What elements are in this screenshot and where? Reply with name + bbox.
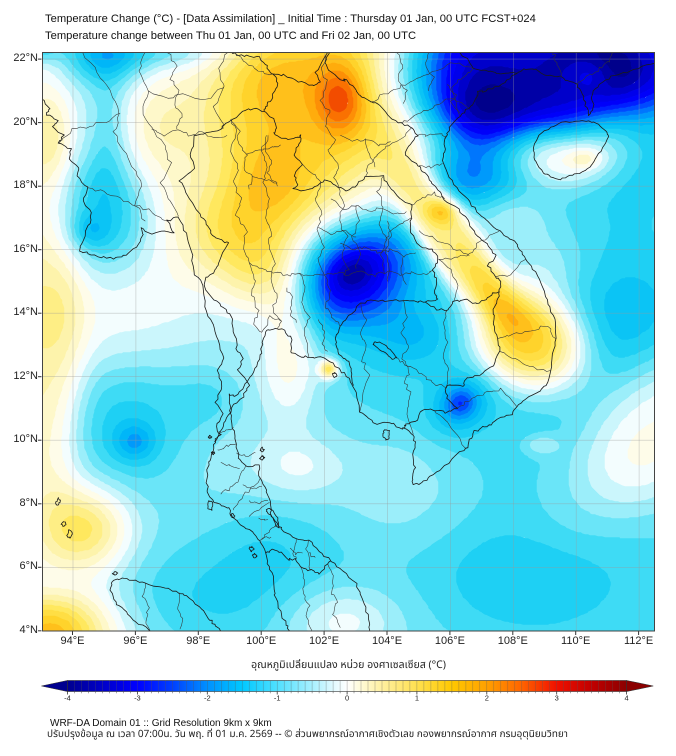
svg-text:-2: -2 <box>204 694 211 703</box>
svg-text:2: 2 <box>485 694 489 703</box>
svg-text:-4: -4 <box>64 694 71 703</box>
svg-text:1: 1 <box>415 694 419 703</box>
svg-text:0: 0 <box>345 694 349 703</box>
svg-text:-3: -3 <box>134 694 141 703</box>
svg-text:4: 4 <box>625 694 629 703</box>
svg-text:-1: -1 <box>274 694 281 703</box>
svg-text:3: 3 <box>555 694 559 703</box>
